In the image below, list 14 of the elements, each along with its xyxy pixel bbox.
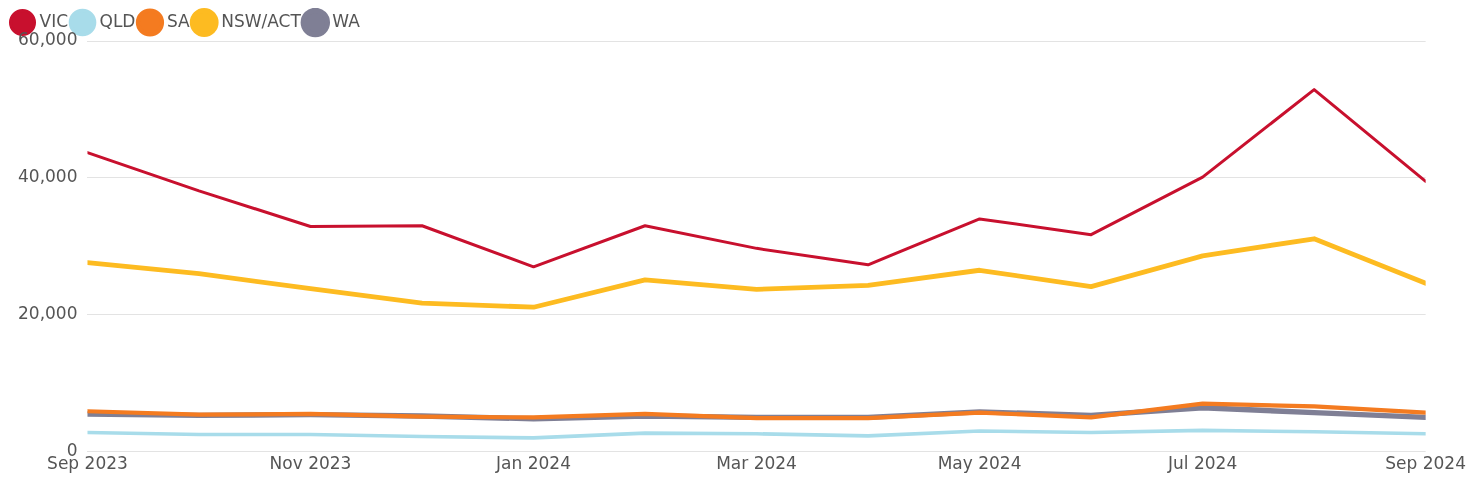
y-tick-label: 60,000 bbox=[18, 29, 78, 50]
y-tick-label: 40,000 bbox=[18, 166, 78, 187]
legend-label: VIC bbox=[39, 10, 69, 31]
legend-label: WA bbox=[332, 10, 361, 31]
legend-label: QLD bbox=[99, 10, 136, 31]
x-tick-label: Jan 2024 bbox=[495, 453, 571, 474]
legend-label: NSW/ACT bbox=[221, 10, 302, 31]
x-tick-label: May 2024 bbox=[937, 453, 1022, 474]
legend-label: SA bbox=[166, 10, 191, 31]
x-tick-label: Jul 2024 bbox=[1167, 453, 1238, 474]
x-tick-label: Nov 2023 bbox=[269, 453, 352, 474]
x-tick-label: Mar 2024 bbox=[716, 453, 797, 474]
x-tick-label: Sep 2024 bbox=[1385, 453, 1467, 474]
y-tick-label: 20,000 bbox=[18, 303, 78, 324]
